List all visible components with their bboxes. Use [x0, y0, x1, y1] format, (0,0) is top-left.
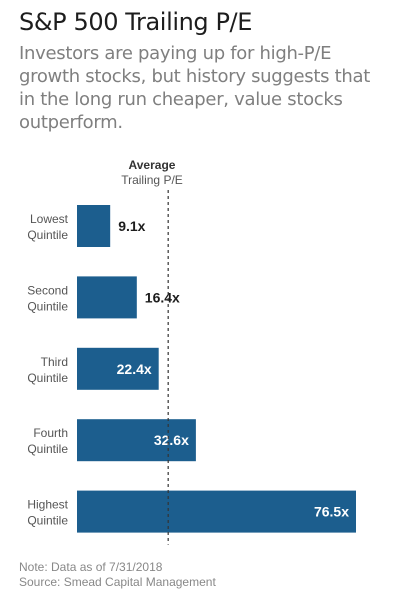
- bar-2: [77, 276, 137, 319]
- value-label-2: 16.4x: [145, 289, 180, 305]
- reference-label-line1: Average: [128, 158, 176, 172]
- source-text: Source: Smead Capital Management: [19, 575, 216, 589]
- reference-label-line2: Trailing P/E: [121, 173, 183, 187]
- value-label-1: 9.1x: [118, 218, 145, 234]
- bar-5: [77, 490, 356, 533]
- category-label-1-line2: Quintile: [27, 228, 68, 242]
- category-labels-group: Lowest Quintile Second Quintile Third Quintil…: [27, 212, 68, 528]
- chart-subtitle: Investors are paying up for high-P/E gro…: [19, 43, 370, 133]
- value-labels-group: 9.1x 16.4x 22.4x 32.6x 76.5x: [117, 218, 350, 520]
- bars-group: [77, 205, 356, 533]
- chart-footnote: Note: Data as of 7/31/2018 Source: Smead…: [19, 560, 216, 590]
- value-label-3: 22.4x: [117, 361, 152, 377]
- bar-1: [77, 205, 111, 247]
- category-label-3-line1: Third: [41, 355, 68, 369]
- bar-4: [77, 419, 196, 462]
- category-label-2-line1: Second: [27, 283, 68, 297]
- reference-line-label: Average Trailing P/E: [103, 158, 201, 188]
- value-label-5: 76.5x: [314, 504, 349, 520]
- category-label-2-line2: Quintile: [27, 299, 68, 313]
- category-label-4-line1: Fourth: [33, 426, 68, 440]
- category-label-4-line2: Quintile: [27, 442, 68, 456]
- category-label-3-line2: Quintile: [27, 371, 68, 385]
- chart-title: S&P 500 Trailing P/E: [19, 8, 252, 36]
- value-label-4: 32.6x: [154, 432, 189, 448]
- bar-3: [77, 347, 159, 390]
- category-label-5-line2: Quintile: [27, 514, 68, 528]
- category-label-1-line1: Lowest: [30, 212, 69, 226]
- note-text: Note: Data as of 7/31/2018: [19, 560, 163, 574]
- category-label-5-line1: Highest: [27, 498, 68, 512]
